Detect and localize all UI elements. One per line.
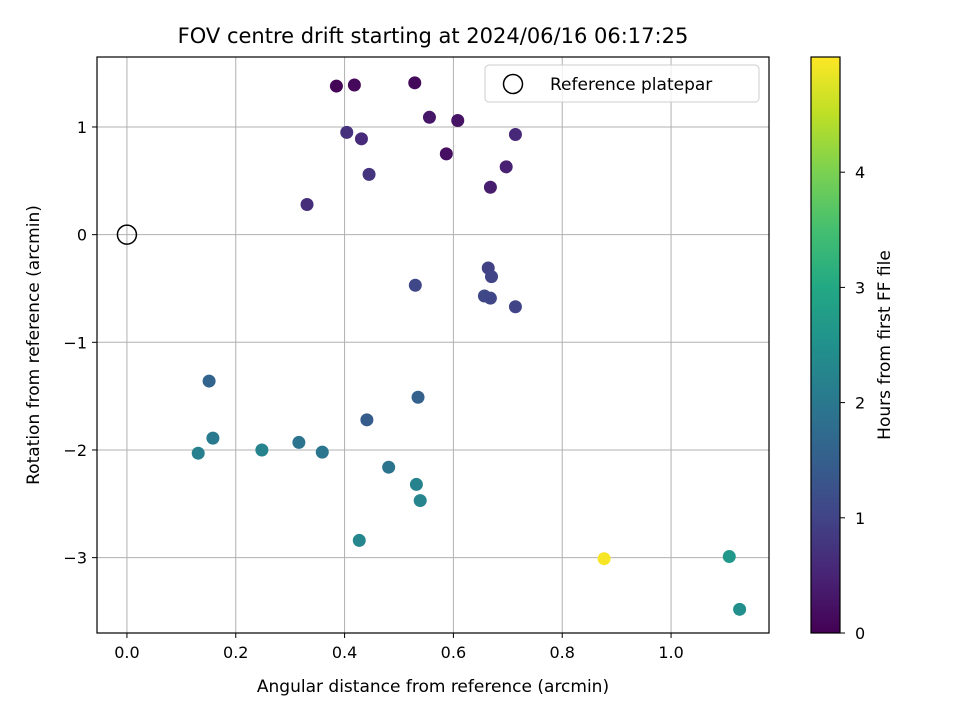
data-point — [411, 390, 425, 404]
data-point — [408, 278, 422, 292]
data-point — [206, 431, 220, 445]
legend-label: Reference platepar — [550, 75, 712, 95]
chart-title: FOV centre drift starting at 2024/06/16 … — [178, 24, 689, 48]
data-point — [484, 270, 498, 284]
data-point — [347, 78, 361, 92]
data-point — [360, 413, 374, 427]
colorbar — [810, 56, 841, 634]
axis-ticks: 0.0 0.2 0.4 0.6 0.8 1.0 1 0 −1 −2 −3 — [63, 118, 683, 662]
data-point — [451, 114, 465, 128]
x-tick-label: 0.4 — [332, 643, 357, 662]
reference-platepar-marker — [116, 224, 138, 245]
data-point — [499, 160, 513, 174]
x-tick-label: 0.0 — [114, 643, 139, 662]
data-point — [422, 110, 436, 124]
data-point — [733, 602, 747, 616]
data-point — [352, 533, 366, 547]
x-axis-label: Angular distance from reference (arcmin) — [257, 677, 609, 697]
y-tick-label: −2 — [63, 441, 87, 460]
data-points — [191, 76, 747, 616]
grid — [97, 57, 769, 633]
data-point — [202, 374, 216, 388]
legend: Reference platepar — [484, 64, 760, 103]
data-point — [292, 435, 306, 449]
data-point — [483, 291, 497, 305]
data-point — [722, 550, 736, 564]
data-point — [413, 494, 427, 508]
data-point — [362, 167, 376, 181]
colorbar-tick-label: 2 — [855, 394, 865, 413]
data-point — [508, 300, 522, 314]
data-point — [191, 446, 205, 460]
colorbar-ticks: 0 1 2 3 4 — [840, 163, 865, 643]
y-tick-label: −1 — [63, 333, 87, 352]
colorbar-tick-label: 1 — [855, 509, 865, 528]
colorbar-tick-label: 0 — [855, 624, 865, 643]
x-tick-label: 0.6 — [441, 643, 466, 662]
y-tick-label: 0 — [77, 226, 87, 245]
y-tick-label: −3 — [63, 549, 87, 568]
data-point — [597, 552, 611, 566]
y-axis-label: Rotation from reference (arcmin) — [24, 205, 44, 485]
x-tick-label: 1.0 — [658, 643, 683, 662]
x-tick-label: 0.8 — [550, 643, 575, 662]
data-point — [483, 180, 497, 194]
colorbar-tick-label: 4 — [855, 163, 865, 182]
legend-marker-icon — [502, 73, 524, 95]
data-point — [409, 477, 423, 491]
data-point — [340, 125, 354, 139]
data-point — [300, 197, 314, 211]
y-tick-label: 1 — [77, 118, 87, 137]
legend-box — [484, 64, 760, 103]
data-point — [354, 132, 368, 146]
plot-area — [97, 57, 769, 633]
data-point — [508, 128, 522, 142]
colorbar-tick-label: 3 — [855, 278, 865, 297]
data-point — [329, 79, 343, 93]
data-point — [439, 147, 453, 161]
data-point — [315, 445, 329, 459]
data-point — [408, 76, 422, 90]
x-tick-label: 0.2 — [223, 643, 248, 662]
data-point — [255, 443, 269, 457]
colorbar-label: Hours from first FF file — [875, 250, 895, 440]
data-point — [382, 460, 396, 474]
plot-frame — [96, 56, 770, 634]
